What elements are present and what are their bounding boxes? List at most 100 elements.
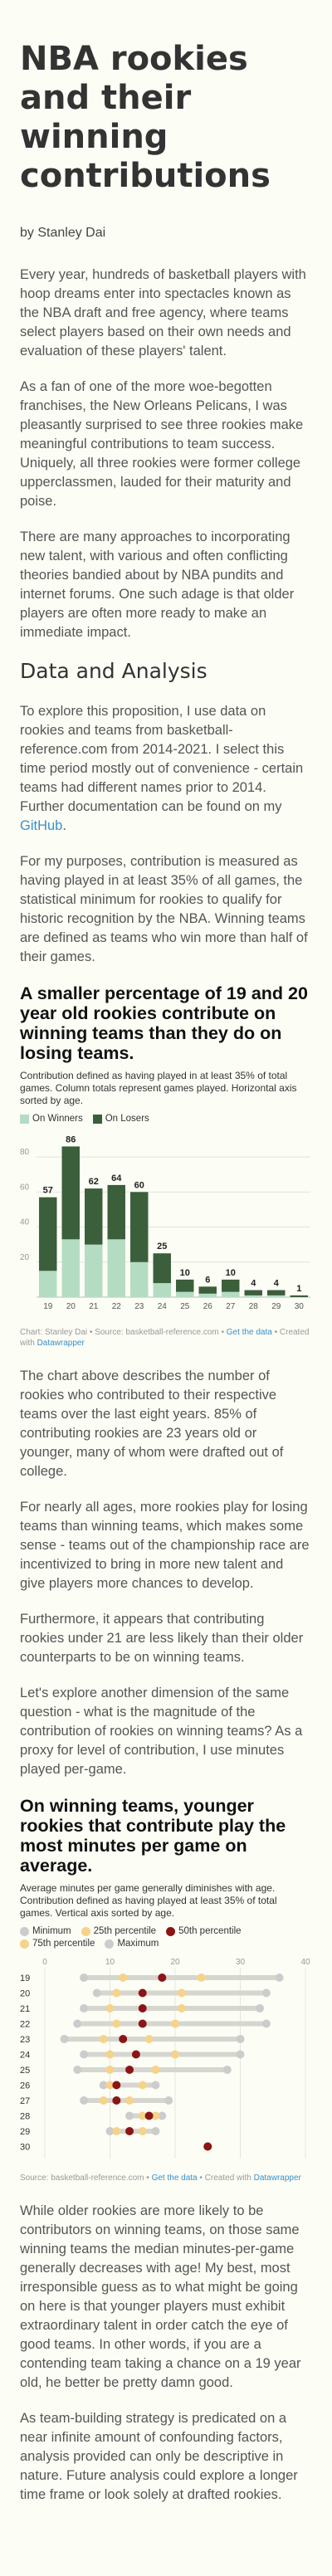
- y-tick-label: 26: [20, 2081, 30, 2091]
- dot-25th-percentile: [105, 2050, 115, 2059]
- bar-winners: [107, 1239, 125, 1297]
- source-text: Chart: Stanley Dai • Source: basketball-…: [20, 1328, 227, 1337]
- bar-total-label: 64: [111, 1173, 122, 1183]
- bar-losers: [267, 1290, 286, 1295]
- dot-75th-percentile: [151, 2111, 160, 2120]
- bar-total-label: 4: [251, 1279, 256, 1289]
- bar-losers: [107, 1184, 125, 1240]
- chart-title: On winning teams, younger rookies that c…: [20, 1796, 286, 1876]
- dot-minimum: [92, 1988, 101, 1998]
- bar-chart: 20 40 60 80 57 19 86 20 62 21 64 22 60 23 25 24 10 25 6 26 1…: [20, 1134, 310, 1311]
- bar-losers: [153, 1253, 171, 1284]
- y-tick-label: 23: [20, 2035, 30, 2045]
- dot-maximum: [261, 1988, 271, 1998]
- x-tick-label: 10: [105, 1958, 115, 1967]
- dot-75th-percentile: [138, 2127, 147, 2135]
- dot-50th-percentile: [112, 2081, 121, 2090]
- dot-25th-percentile: [99, 2035, 108, 2043]
- dot-minimum: [99, 2081, 108, 2090]
- dot-minimum: [73, 2066, 82, 2074]
- dot-maximum: [261, 2019, 271, 2028]
- source-text: Source: basketball-reference.com •: [20, 2174, 152, 2183]
- y-tick-label: 19: [20, 1973, 30, 1983]
- x-tick-label: 25: [180, 1302, 190, 1311]
- dot-75th-percentile: [177, 2004, 186, 2013]
- dot-minimum: [80, 2050, 89, 2059]
- page-title: NBA rookies and their winning contributi…: [20, 40, 271, 195]
- chart-description: Contribution defined as having played in…: [20, 1070, 297, 1106]
- dot-50th-percentile: [125, 2066, 134, 2074]
- dot-25th-percentile: [105, 2066, 115, 2074]
- legend-swatch: [92, 1114, 102, 1124]
- dot-75th-percentile: [125, 2096, 134, 2105]
- x-tick-label: 21: [89, 1302, 99, 1311]
- bar-winners: [267, 1295, 286, 1297]
- dot-50th-percentile: [112, 2096, 121, 2105]
- x-tick-label: 28: [249, 1302, 259, 1311]
- y-tick-label: 30: [20, 2143, 30, 2153]
- dot-75th-percentile: [171, 2019, 179, 2028]
- data-paragraph: To explore this proposition, I use data …: [20, 702, 312, 836]
- dot-50th-percentile: [158, 1973, 167, 1982]
- legend-item-minimum: Minimum: [20, 1926, 71, 1936]
- bar-total-label: 6: [205, 1275, 210, 1285]
- x-tick-label: 27: [226, 1302, 236, 1311]
- dot-25th-percentile: [105, 2081, 115, 2090]
- x-tick-label: 19: [43, 1302, 53, 1311]
- bar-total-label: 60: [134, 1180, 144, 1190]
- chart-rookies-by-age: A smaller percentage of 19 and 20 year o…: [20, 983, 312, 1349]
- chart-title: A smaller percentage of 19 and 20 year o…: [20, 983, 308, 1063]
- y-tick-label: 28: [20, 2112, 30, 2122]
- x-tick-label: 40: [300, 1958, 310, 1967]
- bar-total-label: 10: [180, 1268, 190, 1278]
- legend-label: Minimum: [32, 1926, 71, 1936]
- dot-75th-percentile: [138, 2081, 147, 2090]
- y-tick-label: 40: [20, 1218, 30, 1227]
- analysis-paragraph: Let's explore another dimension of the s…: [20, 1686, 303, 1777]
- legend-dot: [81, 1926, 90, 1936]
- intro-paragraph: Every year, hundreds of basketball playe…: [20, 267, 306, 359]
- chart-legend: Minimum 25th percentile 50th percentile …: [20, 1926, 312, 1951]
- bar-losers: [222, 1279, 240, 1292]
- github-link[interactable]: GitHub: [20, 818, 63, 833]
- datawrapper-link[interactable]: Datawrapper: [253, 2174, 301, 2183]
- legend-swatch: [20, 1114, 29, 1124]
- conclusion-paragraph: While older rookies are more likely to b…: [20, 2203, 301, 2390]
- dot-75th-percentile: [144, 2035, 154, 2043]
- bar-total-label: 4: [274, 1279, 280, 1289]
- bar-losers: [176, 1279, 194, 1292]
- bar-losers: [130, 1192, 149, 1262]
- dot-50th-percentile: [138, 1988, 147, 1998]
- dot-maximum: [275, 1973, 284, 1982]
- dot-50th-percentile: [125, 2127, 134, 2135]
- dot-minimum: [73, 2019, 82, 2028]
- dot-maximum: [158, 2111, 167, 2120]
- byline: by Stanley Dai: [20, 226, 106, 240]
- bar-losers: [198, 1286, 217, 1294]
- y-tick-label: 27: [20, 2096, 30, 2106]
- dot-25th-percentile: [112, 1988, 121, 1998]
- bar-winners: [198, 1293, 217, 1297]
- source-text: • Created with: [197, 2174, 254, 2183]
- get-data-link[interactable]: Get the data: [151, 2174, 198, 2183]
- y-tick-label: 21: [20, 2004, 30, 2014]
- chart-description: Average minutes per game generally dimin…: [20, 1882, 277, 1919]
- bar-winners: [222, 1291, 240, 1297]
- chart-source: Chart: Stanley Dai • Source: basketball-…: [20, 1327, 312, 1349]
- bar-winners: [85, 1244, 103, 1297]
- y-tick-label: 22: [20, 2020, 30, 2030]
- definition-paragraph: For my purposes, contribution is measure…: [20, 854, 308, 964]
- legend-label: Maximum: [117, 1939, 159, 1949]
- bar-winners: [176, 1291, 194, 1297]
- dot-50th-percentile: [131, 2050, 140, 2059]
- y-tick-label: 60: [20, 1183, 30, 1192]
- dot-25th-percentile: [112, 2127, 121, 2135]
- x-tick-label: 26: [203, 1302, 213, 1311]
- datawrapper-link[interactable]: Datawrapper: [37, 1339, 85, 1348]
- intro-paragraph: As a fan of one of the more woe-begotten…: [20, 379, 304, 509]
- dot-maximum: [236, 2050, 245, 2059]
- dot-minimum: [105, 2127, 115, 2135]
- dot-minimum: [60, 2035, 69, 2043]
- get-data-link[interactable]: Get the data: [226, 1328, 272, 1337]
